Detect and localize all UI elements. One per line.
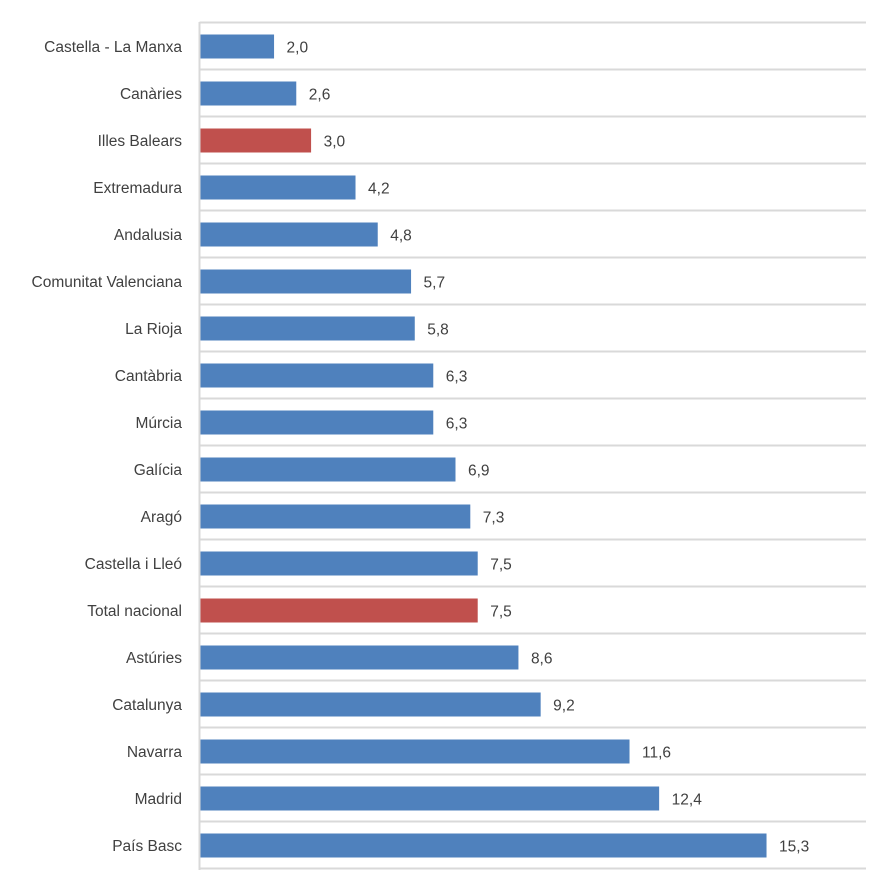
category-label: Navarra — [127, 744, 183, 761]
data-label: 7,5 — [490, 557, 512, 574]
bar-navarra — [200, 739, 630, 764]
bar-castella-la-manxa — [200, 34, 275, 59]
category-label: Aragó — [141, 509, 182, 526]
data-label: 12,4 — [672, 792, 703, 809]
bars — [200, 34, 767, 858]
data-label: 8,6 — [531, 651, 553, 668]
value-labels: 2,0 2,6 3,0 4,2 4,8 5,7 5,8 6,3 6,3 6,9 7,3 7,5 7,5 8… — [287, 40, 810, 856]
category-label: Canàries — [120, 86, 182, 103]
category-label: Astúries — [126, 650, 182, 667]
category-labels: Castella - La Manxa Canàries Illes Balears… — [32, 39, 183, 855]
data-label: 15,3 — [779, 839, 809, 856]
category-label: Madrid — [135, 791, 182, 808]
data-label: 5,7 — [424, 275, 446, 292]
data-label: 6,3 — [446, 416, 468, 433]
category-label: Illes Balears — [98, 133, 183, 150]
data-label: 4,8 — [390, 228, 412, 245]
gridlines — [199, 21, 866, 870]
category-label: La Rioja — [125, 321, 182, 338]
bar-comunitat-valenciana — [200, 269, 412, 294]
bar-madrid — [200, 786, 660, 811]
category-label: Comunitat Valenciana — [32, 274, 183, 291]
data-label: 5,8 — [427, 322, 449, 339]
data-label: 6,3 — [446, 369, 468, 386]
bar-arago — [200, 504, 471, 529]
bar-total-nacional — [200, 598, 478, 623]
data-label: 3,0 — [324, 134, 346, 151]
category-label: Total nacional — [87, 603, 182, 620]
category-label: Catalunya — [112, 697, 182, 714]
category-label: Castella i Lleó — [85, 556, 182, 573]
data-label: 2,0 — [287, 40, 309, 57]
data-label: 11,6 — [642, 745, 671, 762]
category-label: Galícia — [134, 462, 183, 479]
category-label: Cantàbria — [115, 368, 183, 385]
data-label: 2,6 — [309, 87, 331, 104]
category-label: Múrcia — [135, 415, 182, 432]
category-label: País Basc — [112, 838, 182, 855]
bar-pais-basc — [200, 833, 767, 858]
category-label: Extremadura — [93, 180, 182, 197]
bar-asturies — [200, 645, 519, 670]
data-label: 4,2 — [368, 181, 390, 198]
data-label: 6,9 — [468, 463, 490, 480]
bar-castella-i-lleo — [200, 551, 478, 576]
bar-andalusia — [200, 222, 378, 247]
category-label: Andalusia — [114, 227, 182, 244]
bar-cantabria — [200, 363, 434, 388]
bar-canaries — [200, 81, 297, 106]
category-label: Castella - La Manxa — [44, 39, 182, 56]
bar-murcia — [200, 410, 434, 435]
data-label: 7,5 — [490, 604, 512, 621]
bar-illes-balears — [200, 128, 312, 153]
bar-galicia — [200, 457, 456, 482]
bar-catalunya — [200, 692, 541, 717]
bar-la-rioja — [200, 316, 415, 341]
bar-extremadura — [200, 175, 356, 200]
data-label: 9,2 — [553, 698, 575, 715]
data-label: 7,3 — [483, 510, 505, 527]
